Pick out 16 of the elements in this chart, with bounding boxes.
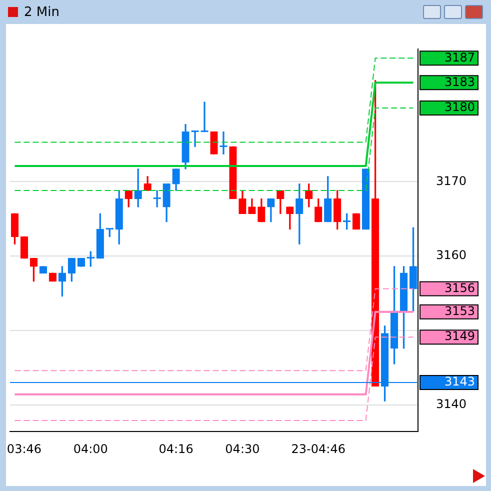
text: 3149 [444,329,475,344]
text: 3153 [444,304,475,318]
x-tick-label: 04:30 [225,442,260,456]
chart-title: 2 Min [24,4,60,20]
y-tick-label: 3160 [436,248,467,262]
x-tick-label: 04:00 [73,442,108,456]
x-tick-label: 04:16 [158,442,194,456]
y-tick-label: 3170 [436,174,467,188]
text: 3180 [444,100,475,114]
text: 3156 [444,280,475,295]
x-tick-label: 23-04:46 [291,442,346,456]
text: 3187 [444,50,475,64]
y-tick-label: 3140 [436,396,467,411]
x-tick-label: 03:46 [6,442,42,456]
text: 3183 [444,74,475,89]
ref-line-label: 3143 [444,374,475,389]
